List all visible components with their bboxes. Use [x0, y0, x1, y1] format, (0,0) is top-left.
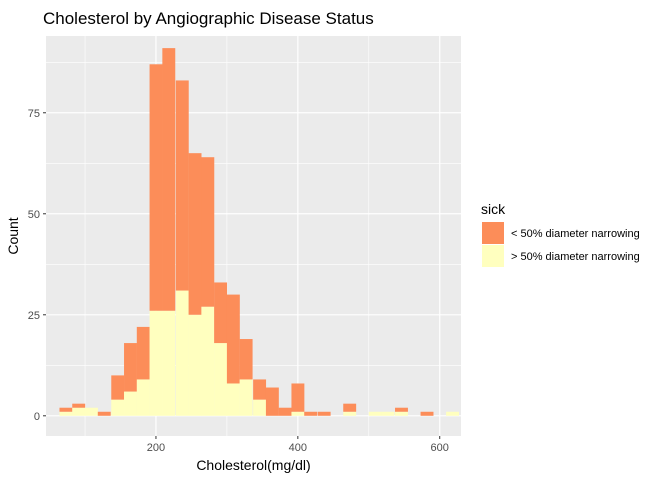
- bar-segment-over-50: [72, 407, 86, 416]
- bar-segment-over-50: [175, 290, 189, 416]
- bar-segment-over-50: [214, 343, 228, 416]
- bar-segment-over-50: [446, 411, 460, 416]
- bar-segment-over-50: [226, 383, 240, 416]
- bar-segment-over-50: [291, 411, 305, 416]
- bar-segment-under-50: [239, 339, 253, 380]
- y-tick-label: 0: [34, 411, 40, 423]
- x-tick-label: 400: [289, 442, 307, 454]
- bar-segment-over-50: [162, 310, 176, 416]
- y-axis-title: Count: [5, 217, 21, 254]
- bar-segment-under-50: [343, 403, 357, 412]
- bar-segment-under-50: [162, 48, 176, 311]
- y-tick-label: 25: [28, 310, 40, 322]
- chart-title: Cholesterol by Angiographic Disease Stat…: [43, 9, 374, 28]
- bar-segment-over-50: [343, 411, 357, 416]
- bar-segment-under-50: [317, 411, 331, 416]
- bar-segment-over-50: [253, 399, 267, 416]
- bar-segment-under-50: [188, 153, 202, 315]
- plot-panel: [46, 36, 461, 436]
- bar-segment-under-50: [124, 343, 137, 392]
- bar-segment-over-50: [368, 411, 382, 416]
- legend: sick < 50% diameter narrowing > 50% diame…: [481, 201, 640, 267]
- legend-label: < 50% diameter narrowing: [511, 228, 640, 240]
- bar-segment-under-50: [72, 403, 86, 408]
- bar-segment-under-50: [59, 407, 73, 412]
- bar-segment-under-50: [175, 80, 189, 291]
- bar-segment-over-50: [149, 310, 163, 416]
- y-tick-label: 75: [28, 108, 40, 120]
- axis-ticks: [43, 112, 441, 439]
- bar-segment-over-50: [381, 411, 395, 416]
- legend-key: [482, 245, 504, 267]
- x-tick-label: 600: [431, 442, 449, 454]
- bar-segment-over-50: [188, 314, 202, 416]
- bar-segment-under-50: [265, 387, 279, 416]
- legend-key: [482, 222, 504, 244]
- bar-segment-over-50: [59, 411, 73, 416]
- bar-segment-under-50: [214, 282, 228, 344]
- bar-segment-under-50: [201, 157, 215, 307]
- x-axis-title: Cholesterol(mg/dl): [196, 457, 310, 473]
- axis-tick-labels: 200 400 600 0 25 50 75: [28, 108, 449, 454]
- bar-segment-under-50: [291, 383, 305, 412]
- legend-label: > 50% diameter narrowing: [511, 251, 640, 263]
- bar-segment-under-50: [420, 411, 434, 416]
- bar-segment-under-50: [226, 294, 240, 384]
- bars-group: [59, 48, 460, 416]
- y-tick-label: 50: [28, 209, 40, 221]
- bar-segment-under-50: [278, 407, 292, 416]
- bar-segment-under-50: [149, 64, 163, 311]
- bar-segment-over-50: [85, 407, 98, 416]
- minor-gridlines: [46, 36, 461, 436]
- bar-segment-over-50: [136, 379, 150, 416]
- bar-segment-under-50: [253, 379, 267, 400]
- bar-segment-over-50: [395, 411, 408, 416]
- bar-segment-under-50: [395, 407, 408, 412]
- bar-segment-under-50: [111, 375, 125, 400]
- bar-segment-over-50: [239, 379, 253, 416]
- bar-segment-over-50: [111, 399, 125, 416]
- bar-segment-under-50: [136, 326, 150, 380]
- legend-title: sick: [481, 201, 506, 217]
- bar-segment-over-50: [124, 391, 137, 416]
- bar-segment-under-50: [304, 411, 318, 416]
- x-tick-label: 200: [147, 442, 165, 454]
- bar-segment-over-50: [201, 306, 215, 416]
- bar-segment-under-50: [97, 411, 111, 416]
